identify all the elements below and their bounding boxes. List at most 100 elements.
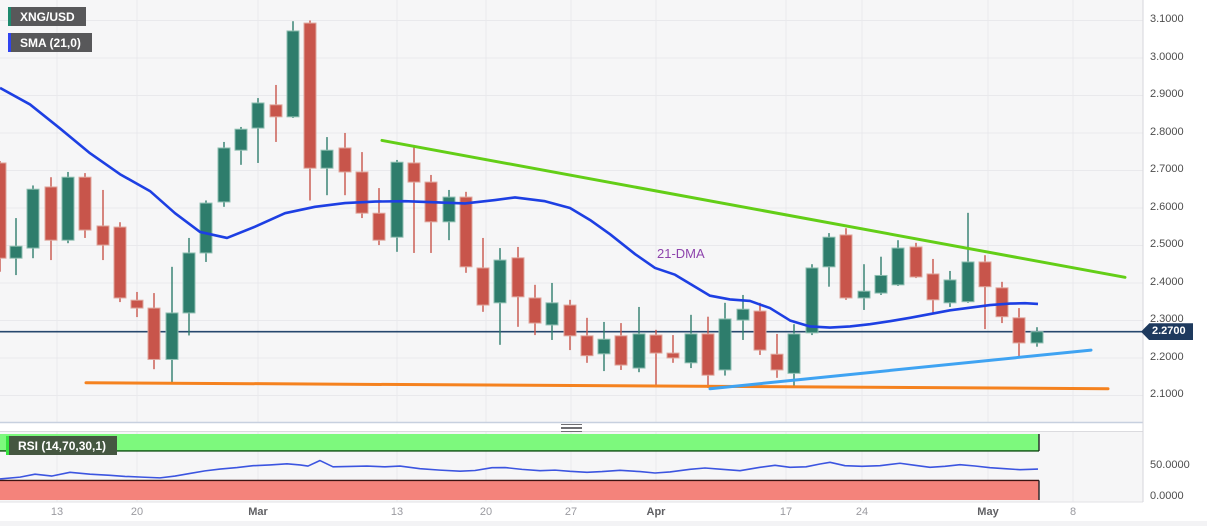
candle-body bbox=[753, 310, 767, 351]
candle-body bbox=[580, 335, 594, 357]
horizontal-scrollbar-track[interactable] bbox=[0, 521, 1207, 526]
candle-body bbox=[234, 128, 248, 151]
candle-body bbox=[303, 22, 317, 169]
handle-line bbox=[561, 427, 582, 429]
price-axis-label: 2.4000 bbox=[1150, 275, 1184, 288]
candle-body bbox=[390, 161, 404, 238]
price-axis-label: 2.3000 bbox=[1150, 313, 1184, 326]
rsi-axis-label: 50.0000 bbox=[1150, 459, 1190, 471]
price-axis-label: 2.9000 bbox=[1150, 88, 1184, 101]
price-axis-label: 3.0000 bbox=[1150, 50, 1184, 63]
candle-body bbox=[909, 246, 923, 278]
rsi-badge-label: RSI (14,70,30,1) bbox=[18, 438, 107, 453]
candle-body bbox=[736, 308, 750, 321]
date-axis-label: 13 bbox=[50, 506, 64, 518]
candle-body bbox=[251, 102, 265, 129]
candle-body bbox=[528, 297, 542, 324]
sma-badge-accent bbox=[8, 33, 11, 52]
candle-body bbox=[407, 162, 421, 183]
candle-body bbox=[787, 333, 801, 374]
candle-body bbox=[9, 245, 23, 259]
pane-resize-handle[interactable] bbox=[561, 424, 582, 432]
candle-body bbox=[338, 147, 352, 173]
candle-body bbox=[718, 318, 732, 371]
candle-body bbox=[891, 247, 905, 286]
candle-body bbox=[286, 30, 300, 118]
candle-body bbox=[0, 162, 7, 259]
trendline-ascending-support bbox=[708, 348, 1093, 391]
candle-body bbox=[511, 257, 525, 298]
candle-body bbox=[563, 304, 577, 337]
candle-body bbox=[805, 267, 819, 334]
price-axis-label: 2.6000 bbox=[1150, 200, 1184, 213]
candle-body bbox=[684, 333, 698, 364]
rsi-indicator-badge[interactable]: RSI (14,70,30,1) bbox=[6, 436, 118, 455]
symbol-badge[interactable]: XNG/USD bbox=[8, 7, 86, 26]
rsi-axis-label: 0.0000 bbox=[1150, 490, 1184, 502]
sma-line bbox=[0, 86, 1039, 329]
candle-body bbox=[320, 149, 334, 169]
candle-body bbox=[476, 267, 490, 306]
candle-body bbox=[113, 226, 127, 299]
candle-body bbox=[649, 334, 663, 354]
candle-body bbox=[857, 290, 871, 299]
candle-body bbox=[822, 236, 836, 268]
sma-indicator-badge[interactable]: SMA (21,0) bbox=[8, 33, 92, 52]
price-axis-label: 3.1000 bbox=[1150, 13, 1184, 26]
rsi-line bbox=[0, 459, 1039, 480]
date-axis-label: May bbox=[977, 506, 999, 518]
symbol-badge-accent bbox=[8, 7, 11, 26]
candle-body bbox=[926, 273, 940, 301]
price-axis-label: 2.7000 bbox=[1150, 163, 1184, 176]
sma-badge-label: SMA (21,0) bbox=[20, 35, 81, 50]
date-axis-label: 24 bbox=[855, 506, 869, 518]
price-axis-label: 2.5000 bbox=[1150, 238, 1184, 251]
date-axis-label: Apr bbox=[646, 506, 666, 518]
rsi-badge-accent bbox=[6, 436, 9, 455]
handle-line bbox=[561, 430, 582, 432]
candle-body bbox=[372, 212, 386, 241]
candle-body bbox=[1012, 317, 1026, 344]
candle-body bbox=[442, 196, 456, 223]
dma-annotation: 21-DMA bbox=[657, 246, 705, 261]
candle-body bbox=[666, 352, 680, 359]
date-axis-label: Mar bbox=[248, 506, 268, 518]
date-axis-label: 20 bbox=[130, 506, 144, 518]
candle-body bbox=[597, 338, 611, 355]
handle-line bbox=[561, 424, 582, 426]
candle-body bbox=[632, 333, 646, 369]
candle-body bbox=[147, 307, 161, 360]
candle-body bbox=[961, 261, 975, 303]
candle-body bbox=[96, 225, 110, 246]
date-axis-label: 27 bbox=[564, 506, 578, 518]
candle-body bbox=[165, 312, 179, 360]
candle-body bbox=[545, 302, 559, 326]
candle-body bbox=[978, 261, 992, 288]
date-axis-label: 17 bbox=[779, 506, 793, 518]
candle-body bbox=[217, 147, 231, 203]
candle-body bbox=[839, 234, 853, 299]
trendline-descending-resistance bbox=[380, 138, 1127, 279]
candle-body bbox=[701, 333, 715, 376]
candle-body bbox=[770, 353, 784, 371]
symbol-badge-label: XNG/USD bbox=[20, 9, 75, 24]
candle-body bbox=[459, 196, 473, 268]
rsi-overbought-band bbox=[0, 434, 1039, 451]
candle-body bbox=[182, 252, 196, 314]
price-axis-label: 2.1000 bbox=[1150, 388, 1184, 401]
candle-body bbox=[943, 279, 957, 304]
candle-body bbox=[995, 287, 1009, 318]
candle-body bbox=[269, 104, 283, 118]
candle-body bbox=[44, 186, 58, 241]
candle-body bbox=[874, 274, 888, 294]
price-axis-label: 2.8000 bbox=[1150, 125, 1184, 138]
candle-body bbox=[78, 176, 92, 231]
candle-body bbox=[614, 335, 628, 366]
price-axis-label: 2.2000 bbox=[1150, 350, 1184, 363]
candle-body bbox=[199, 202, 213, 254]
candle-body bbox=[1030, 331, 1044, 344]
date-axis-label: 8 bbox=[1069, 506, 1077, 518]
last-price-tag: 2.2700 bbox=[1141, 323, 1193, 341]
